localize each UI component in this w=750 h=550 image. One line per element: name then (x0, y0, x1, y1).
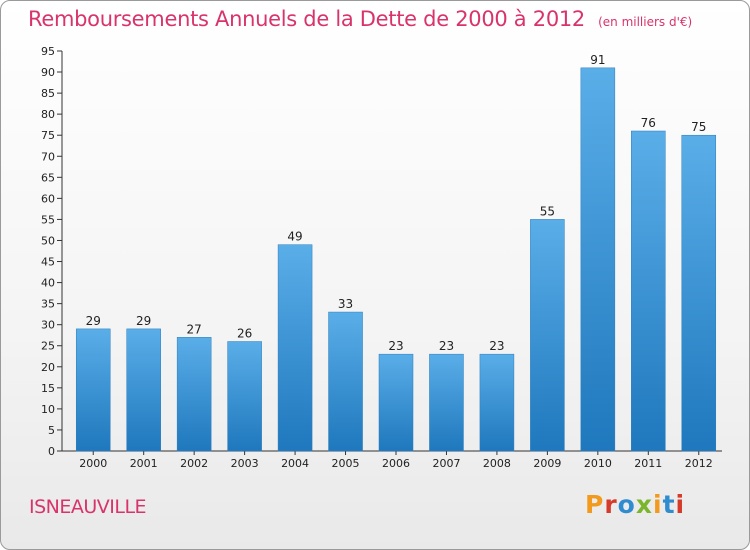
y-tick-label: 25 (41, 340, 55, 353)
bar-2002 (176, 337, 212, 452)
bar-2012 (681, 134, 717, 452)
x-tick-label-2011: 2011 (634, 457, 662, 470)
data-label-2002: 27 (187, 322, 202, 336)
y-tick-label: 40 (41, 277, 55, 290)
x-tick-label-2002: 2002 (180, 457, 208, 470)
y-tick-label: 45 (41, 256, 55, 269)
y-tick-label: 80 (41, 108, 55, 121)
logo-letter: x (635, 490, 653, 519)
y-tick-label: 85 (41, 87, 55, 100)
y-tick-label: 75 (41, 129, 55, 142)
x-tick-label-2007: 2007 (432, 457, 460, 470)
x-tick-label-2003: 2003 (231, 457, 259, 470)
data-label-2007: 23 (439, 339, 454, 353)
y-tick-label: 0 (48, 445, 55, 458)
data-label-2008: 23 (489, 339, 504, 353)
x-tick-label-2005: 2005 (332, 457, 360, 470)
y-tick-label: 30 (41, 319, 55, 332)
bar-2006 (378, 353, 414, 452)
y-tick-label: 65 (41, 171, 55, 184)
bar-2005 (328, 311, 363, 452)
logo-letter: r (604, 490, 618, 519)
logo-letter: P (585, 490, 605, 519)
bar-2004 (277, 244, 313, 452)
logo-letter: i (675, 490, 686, 519)
data-label-2006: 23 (388, 339, 403, 353)
logo-letter: t (662, 490, 676, 519)
x-tick-label-2009: 2009 (533, 457, 561, 470)
city-name: ISNEAUVILLE (29, 496, 147, 518)
data-label-2011: 76 (641, 116, 656, 130)
x-tick-label-2006: 2006 (382, 457, 410, 470)
logo-letter: i (653, 490, 663, 519)
chart-bars (75, 67, 717, 452)
x-tick-label-2010: 2010 (584, 457, 612, 470)
y-tick-label: 55 (41, 213, 55, 226)
data-label-2005: 33 (338, 297, 353, 311)
x-tick-label-2000: 2000 (79, 457, 107, 470)
bar-2009 (530, 219, 565, 452)
y-tick-label: 90 (41, 66, 55, 79)
y-tick-label: 95 (41, 45, 55, 58)
y-tick-label: 15 (41, 382, 55, 395)
x-tick-label-2012: 2012 (685, 457, 713, 470)
bar-2003 (227, 341, 262, 452)
bar-2010 (580, 67, 616, 452)
bar-2007 (429, 353, 464, 452)
y-tick-label: 70 (41, 150, 55, 163)
bar-2001 (126, 328, 161, 452)
data-label-2009: 55 (540, 204, 555, 218)
chart-unit: (en milliers d'€) (598, 15, 693, 29)
data-label-2010: 91 (590, 53, 605, 67)
bar-2008 (479, 353, 515, 452)
data-label-2012: 75 (691, 120, 706, 134)
data-label-2001: 29 (136, 314, 151, 328)
x-tick-label-2001: 2001 (130, 457, 158, 470)
bar-2000 (75, 328, 111, 452)
y-tick-label: 10 (41, 403, 55, 416)
y-tick-label: 35 (41, 298, 55, 311)
y-tick-label: 50 (41, 234, 55, 247)
y-tick-label: 60 (41, 192, 55, 205)
data-label-2003: 26 (237, 327, 252, 341)
bar-2011 (631, 130, 666, 452)
chart-axes: 0 5 10 15 20 25 30 35 40 45 50 55 60 65 70 75 80 85 90 95 20… (41, 45, 722, 470)
logo-letter: o (617, 490, 636, 519)
data-label-2000: 29 (86, 314, 101, 328)
x-tick-label-2004: 2004 (281, 457, 309, 470)
title-row: Remboursements Annuels de la Dette de 20… (28, 7, 692, 31)
y-tick-label: 20 (41, 361, 55, 374)
data-label-2004: 49 (287, 230, 302, 244)
chart-data-labels: 29 29 27 26 49 33 23 23 23 55 91 76 75 (86, 53, 707, 353)
y-tick-label: 5 (48, 424, 55, 437)
proxiti-logo[interactable]: Proxiti (585, 490, 685, 519)
x-tick-label-2008: 2008 (483, 457, 511, 470)
chart-title: Remboursements Annuels de la Dette de 20… (28, 7, 585, 31)
